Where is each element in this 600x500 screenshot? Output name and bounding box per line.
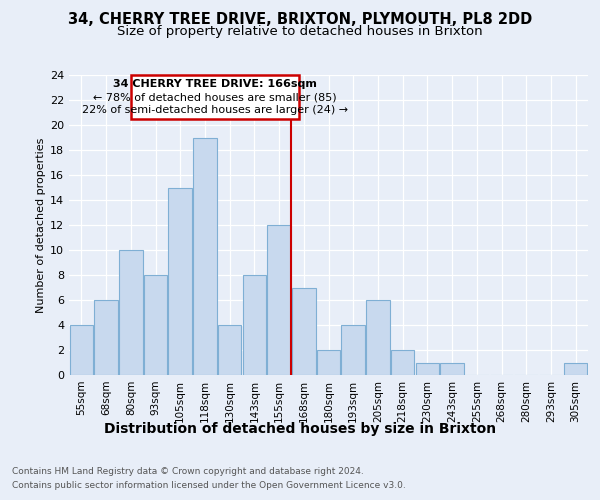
Bar — [169, 188, 192, 375]
Bar — [70, 325, 93, 375]
Bar — [144, 275, 167, 375]
Y-axis label: Number of detached properties: Number of detached properties — [36, 138, 46, 312]
Bar — [193, 138, 217, 375]
Text: ← 78% of detached houses are smaller (85): ← 78% of detached houses are smaller (85… — [93, 92, 337, 102]
Text: Distribution of detached houses by size in Brixton: Distribution of detached houses by size … — [104, 422, 496, 436]
Text: Size of property relative to detached houses in Brixton: Size of property relative to detached ho… — [117, 25, 483, 38]
Text: Contains public sector information licensed under the Open Government Licence v3: Contains public sector information licen… — [12, 481, 406, 490]
Text: Contains HM Land Registry data © Crown copyright and database right 2024.: Contains HM Land Registry data © Crown c… — [12, 468, 364, 476]
Bar — [564, 362, 587, 375]
Bar — [317, 350, 340, 375]
Text: 34 CHERRY TREE DRIVE: 166sqm: 34 CHERRY TREE DRIVE: 166sqm — [113, 78, 317, 89]
Bar — [268, 225, 291, 375]
Bar — [218, 325, 241, 375]
Bar — [341, 325, 365, 375]
Text: 34, CHERRY TREE DRIVE, BRIXTON, PLYMOUTH, PL8 2DD: 34, CHERRY TREE DRIVE, BRIXTON, PLYMOUTH… — [68, 12, 532, 28]
Bar — [292, 288, 316, 375]
Text: 22% of semi-detached houses are larger (24) →: 22% of semi-detached houses are larger (… — [82, 106, 348, 116]
Bar — [94, 300, 118, 375]
Bar — [119, 250, 143, 375]
Bar — [416, 362, 439, 375]
Bar — [242, 275, 266, 375]
Bar — [391, 350, 415, 375]
Bar — [366, 300, 389, 375]
Bar — [440, 362, 464, 375]
FancyBboxPatch shape — [131, 75, 299, 118]
